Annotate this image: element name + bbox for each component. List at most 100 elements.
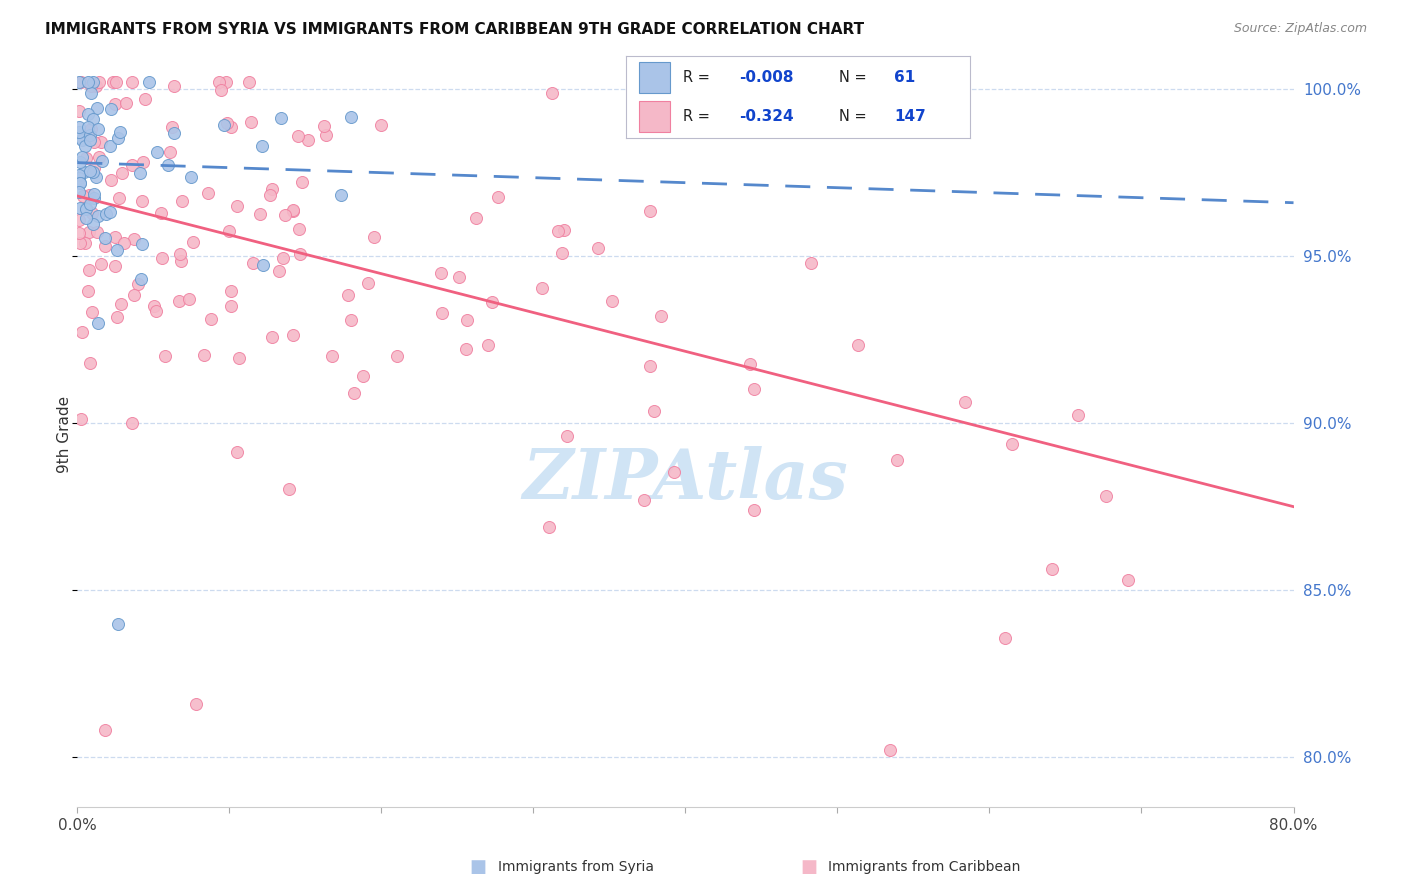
Point bbox=[87, 122, 110, 136]
Point bbox=[430, 267, 453, 281]
Point bbox=[387, 350, 409, 364]
Point bbox=[121, 158, 143, 172]
Point bbox=[153, 349, 176, 363]
Point bbox=[291, 175, 314, 189]
Point bbox=[131, 237, 153, 252]
Point bbox=[270, 111, 292, 125]
Point bbox=[70, 133, 93, 147]
Point bbox=[67, 186, 90, 200]
Point bbox=[104, 259, 127, 273]
Point bbox=[86, 316, 108, 330]
Point bbox=[321, 349, 343, 363]
Point bbox=[283, 202, 305, 217]
Point bbox=[134, 92, 156, 106]
Point bbox=[588, 240, 610, 254]
Point bbox=[456, 313, 478, 327]
Point bbox=[89, 75, 111, 89]
Point bbox=[650, 309, 672, 323]
Point bbox=[193, 348, 215, 362]
Point bbox=[486, 190, 509, 204]
Point bbox=[100, 173, 122, 187]
Point bbox=[242, 256, 264, 270]
Point bbox=[86, 210, 108, 224]
Point bbox=[742, 502, 765, 516]
Point bbox=[115, 96, 138, 111]
Point bbox=[72, 188, 94, 202]
Point bbox=[82, 112, 104, 126]
Point bbox=[69, 236, 91, 251]
Point bbox=[200, 311, 222, 326]
Point bbox=[121, 416, 143, 430]
Point bbox=[70, 75, 93, 89]
Point bbox=[104, 229, 127, 244]
Point bbox=[271, 251, 294, 265]
Point bbox=[75, 201, 97, 215]
Point bbox=[640, 359, 662, 374]
Point bbox=[290, 247, 312, 261]
Point bbox=[77, 120, 100, 135]
Point bbox=[94, 723, 117, 738]
Point bbox=[170, 194, 193, 209]
Point bbox=[89, 150, 111, 164]
Point bbox=[103, 97, 125, 112]
Point bbox=[953, 395, 976, 409]
Point bbox=[124, 232, 146, 246]
Point bbox=[82, 217, 104, 231]
Point bbox=[69, 177, 91, 191]
Point bbox=[219, 284, 242, 298]
Point bbox=[75, 202, 97, 216]
Point bbox=[163, 126, 186, 140]
Point bbox=[208, 75, 231, 89]
Point bbox=[228, 351, 250, 365]
Text: Source: ZipAtlas.com: Source: ZipAtlas.com bbox=[1233, 22, 1367, 36]
Point bbox=[79, 78, 101, 93]
Text: 147: 147 bbox=[894, 109, 927, 124]
Text: Immigrants from Caribbean: Immigrants from Caribbean bbox=[828, 860, 1021, 874]
Point bbox=[315, 128, 337, 142]
Text: R =: R = bbox=[682, 70, 714, 85]
Point bbox=[447, 270, 470, 285]
Point bbox=[112, 235, 135, 250]
Point bbox=[281, 328, 304, 343]
Point bbox=[77, 107, 100, 121]
Point bbox=[73, 165, 96, 179]
Point bbox=[352, 368, 374, 383]
Point bbox=[212, 119, 235, 133]
Point bbox=[128, 166, 150, 180]
Point bbox=[79, 133, 101, 147]
Point bbox=[177, 292, 200, 306]
Point bbox=[1040, 562, 1063, 576]
Point bbox=[101, 75, 124, 89]
Point bbox=[540, 86, 562, 100]
Point bbox=[370, 118, 392, 132]
Point bbox=[454, 342, 477, 356]
Point bbox=[209, 83, 232, 97]
Point bbox=[142, 299, 165, 313]
Point bbox=[138, 75, 160, 89]
Point bbox=[186, 697, 208, 711]
Point bbox=[73, 235, 96, 250]
Point bbox=[98, 139, 121, 153]
Y-axis label: 9th Grade: 9th Grade bbox=[56, 396, 72, 474]
Point bbox=[67, 103, 90, 118]
Point bbox=[131, 272, 153, 286]
Point bbox=[262, 182, 284, 196]
Text: N =: N = bbox=[839, 109, 872, 124]
Point bbox=[127, 277, 149, 291]
Point bbox=[82, 165, 104, 179]
Point bbox=[550, 246, 572, 260]
Point bbox=[75, 152, 97, 166]
Point bbox=[69, 155, 91, 169]
Point bbox=[1094, 489, 1116, 503]
Text: ZIPAtlas: ZIPAtlas bbox=[523, 446, 848, 513]
Point bbox=[105, 244, 128, 258]
Point bbox=[197, 186, 219, 201]
Point bbox=[82, 75, 104, 89]
Point bbox=[146, 145, 169, 160]
Point bbox=[79, 128, 101, 143]
Point bbox=[67, 75, 90, 89]
Point bbox=[288, 222, 311, 236]
Point bbox=[259, 187, 281, 202]
Point bbox=[67, 171, 90, 186]
Text: -0.008: -0.008 bbox=[740, 70, 794, 85]
